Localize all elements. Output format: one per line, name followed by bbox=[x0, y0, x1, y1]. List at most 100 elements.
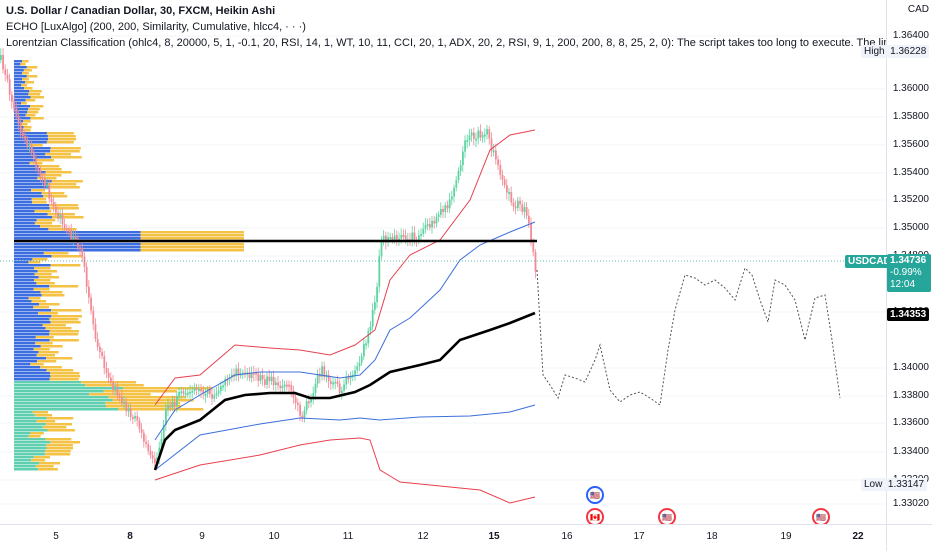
candle-body bbox=[19, 124, 22, 133]
volume-down-bar bbox=[33, 288, 50, 291]
volume-up-bar bbox=[14, 159, 36, 162]
volume-up-bar bbox=[14, 129, 24, 132]
time-tick-label: 12 bbox=[417, 531, 429, 542]
candle-body bbox=[198, 389, 200, 392]
candle-body bbox=[402, 234, 405, 237]
candle-body bbox=[180, 391, 183, 394]
price-tick-label: 1.33800 bbox=[892, 390, 929, 401]
price-axis[interactable]: CAD 1.36400 1.36000 1.35800 1.35600 1.35400 1… bbox=[845, 0, 932, 524]
candle-body bbox=[378, 256, 381, 287]
candle-body bbox=[39, 171, 42, 178]
volume-up-bar bbox=[14, 288, 34, 291]
volume-down-bar bbox=[46, 417, 74, 420]
candle-body bbox=[429, 224, 431, 228]
volume-down-bar bbox=[30, 96, 45, 99]
volume-up-bar bbox=[14, 123, 22, 126]
volume-up-bar bbox=[14, 156, 52, 159]
candle-body bbox=[220, 386, 222, 391]
ca-event-icon[interactable]: 🇨🇦 bbox=[586, 508, 604, 524]
volume-up-bar bbox=[14, 309, 52, 312]
candle-body bbox=[398, 238, 400, 241]
volume-down-bar bbox=[35, 465, 54, 468]
chart-pane[interactable]: U.S. Dollar / Canadian Dollar, 30, FXCM,… bbox=[0, 0, 886, 524]
volume-up-bar bbox=[14, 234, 141, 237]
candle-body bbox=[224, 378, 227, 386]
candle-body bbox=[510, 192, 513, 203]
volume-up-bar bbox=[14, 192, 42, 195]
volume-down-bar bbox=[40, 291, 63, 294]
volume-down-bar bbox=[49, 333, 79, 336]
volume-down-bar bbox=[30, 105, 44, 108]
volume-down-bar bbox=[23, 120, 31, 123]
candle-body bbox=[178, 391, 180, 396]
candle-body bbox=[310, 399, 312, 403]
volume-up-bar bbox=[14, 372, 50, 375]
volume-down-bar bbox=[24, 81, 34, 84]
candle-body bbox=[323, 366, 326, 378]
volume-down-bar bbox=[30, 432, 44, 435]
volume-up-bar bbox=[14, 273, 35, 276]
price-chart-canvas[interactable] bbox=[0, 0, 886, 524]
volume-down-bar bbox=[43, 252, 69, 255]
volume-up-bar bbox=[14, 249, 141, 252]
candle-body bbox=[253, 372, 255, 375]
candle-body bbox=[55, 206, 57, 213]
volume-down-bar bbox=[50, 441, 81, 444]
volume-up-bar bbox=[14, 450, 46, 453]
legend-lorentzian[interactable]: Lorentzian Classification (ohlc4, 8, 200… bbox=[6, 36, 886, 50]
volume-down-bar bbox=[43, 195, 68, 198]
volume-up-bar bbox=[14, 294, 42, 297]
candle-body bbox=[110, 377, 112, 383]
volume-down-bar bbox=[37, 360, 57, 363]
candle-body bbox=[107, 372, 110, 378]
candle-body bbox=[149, 450, 152, 456]
price-tick-label: 1.36400 bbox=[892, 30, 929, 41]
time-tick-label: 19 bbox=[780, 531, 792, 542]
volume-down-bar bbox=[40, 168, 62, 171]
volume-down-bar bbox=[36, 219, 56, 222]
volume-up-bar bbox=[14, 69, 24, 72]
legend-symbol[interactable]: U.S. Dollar / Canadian Dollar, 30, FXCM,… bbox=[6, 4, 275, 18]
candle-body bbox=[424, 225, 427, 229]
volume-down-bar bbox=[41, 294, 65, 297]
candle-body bbox=[316, 373, 319, 384]
candle-body bbox=[123, 401, 125, 404]
volume-down-bar bbox=[22, 60, 29, 63]
candle-body bbox=[332, 382, 334, 385]
candle-body bbox=[338, 383, 341, 394]
time-tick-label: 17 bbox=[633, 531, 645, 542]
volume-up-bar bbox=[14, 465, 36, 468]
volume-up-bar bbox=[14, 441, 51, 444]
candle-body bbox=[446, 205, 449, 209]
volume-up-bar bbox=[14, 60, 23, 63]
volume-up-bar bbox=[14, 183, 49, 186]
volume-down-bar bbox=[21, 102, 27, 105]
volume-down-bar bbox=[140, 237, 244, 240]
candle-body bbox=[380, 241, 383, 257]
candle-body bbox=[514, 206, 517, 209]
volume-up-bar bbox=[14, 141, 47, 144]
volume-up-bar bbox=[14, 414, 35, 417]
volume-up-bar bbox=[14, 210, 35, 213]
volume-down-bar bbox=[33, 348, 50, 351]
us-event-icon[interactable]: 🇺🇸 bbox=[812, 508, 830, 524]
candle-body bbox=[281, 385, 284, 389]
us-event-icon[interactable]: 🇺🇸 bbox=[658, 508, 676, 524]
candle-body bbox=[422, 228, 425, 234]
volume-up-bar bbox=[14, 252, 44, 255]
volume-down-bar bbox=[45, 327, 72, 330]
volume-down-bar bbox=[49, 204, 79, 207]
candle-body bbox=[400, 234, 403, 239]
candle-body bbox=[105, 368, 108, 373]
candle-body bbox=[209, 389, 211, 395]
candle-body bbox=[468, 135, 471, 141]
candle-body bbox=[33, 153, 35, 159]
candle-body bbox=[354, 370, 356, 375]
candle-body bbox=[103, 356, 106, 369]
us-event-icon[interactable]: 🇺🇸 bbox=[586, 486, 604, 504]
legend-echo[interactable]: ECHO [LuxAlgo] (200, 200, Similarity, Cu… bbox=[6, 20, 306, 34]
candle-body bbox=[455, 180, 458, 188]
candle-body bbox=[466, 140, 469, 143]
candle-body bbox=[363, 344, 365, 357]
time-axis[interactable]: 5 8 9 10 11 12 15 16 17 18 19 22 bbox=[0, 524, 886, 551]
